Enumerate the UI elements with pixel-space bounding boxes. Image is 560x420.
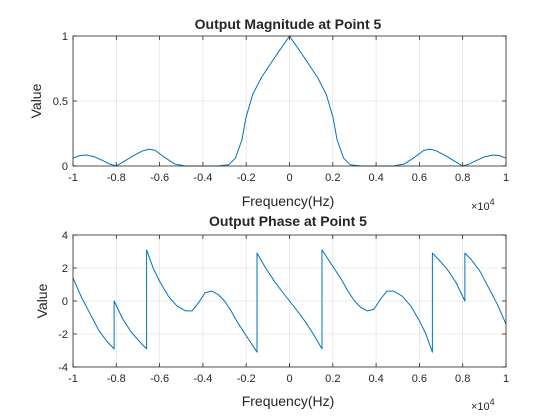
phase-x-tick-label: 0 [286,373,292,385]
magnitude-y-tick-label: 0.5 [53,96,68,108]
phase-x-tick-label: -0.8 [107,373,126,385]
magnitude-x-tick-label: -1 [68,172,78,184]
magnitude-x-tick-label: -0.8 [107,172,126,184]
magnitude-y-axis-label: Value [28,83,44,118]
phase-y-tick-label: 2 [62,263,68,275]
magnitude-x-tick-label: 0.2 [325,172,340,184]
magnitude-y-tick-label: 0 [62,161,68,173]
phase-y-tick-label: 4 [62,230,68,242]
magnitude-x-tick-label: 0 [286,172,292,184]
magnitude-y-tick-label: 1 [62,31,68,43]
magnitude-x-tick-label: 0.4 [368,172,383,184]
phase-x-tick-label: -0.4 [193,373,212,385]
phase-y-tick-label: -2 [58,329,68,341]
phase-x-tick-label: -0.6 [150,373,169,385]
magnitude-x-tick-label: 1 [503,172,509,184]
magnitude-grid [73,36,506,166]
magnitude-title: Output Magnitude at Point 5 [195,16,382,32]
magnitude-x-tick-label: -0.2 [237,172,256,184]
phase-ticks: -1 -0.8 -0.6 -0.4 -0.2 0 0.2 0.4 0.6 0.8 1 -4 -2 0 2 4 [58,230,509,385]
phase-x-tick-label: 0.2 [325,373,340,385]
phase-y-tick-label: -4 [58,362,68,374]
phase-series-line [72,249,507,353]
phase-y-tick-label: 0 [62,296,68,308]
magnitude-x-tick-label: -0.4 [193,172,212,184]
phase-axes: Output Phase at Point 5 -1 -0.8 -0.6 -0.4 -0… [34,213,509,413]
phase-title: Output Phase at Point 5 [209,213,367,229]
phase-x-exponent-power: 4 [490,397,495,407]
phase-x-exponent: ×104 [471,397,495,413]
magnitude-x-exponent-power: 4 [490,197,495,207]
phase-x-tick-label: 0.8 [455,373,470,385]
magnitude-x-tick-label: -0.6 [150,172,169,184]
magnitude-x-tick-label: 0.8 [455,172,470,184]
phase-x-tick-label: 1 [503,373,509,385]
magnitude-x-exponent: ×104 [471,197,495,213]
phase-x-exponent-base: ×10 [471,401,490,413]
phase-x-tick-label: -1 [68,373,78,385]
magnitude-x-exponent-base: ×10 [471,201,490,213]
phase-x-tick-label: -0.2 [237,373,256,385]
magnitude-axes: Output Magnitude at Point 5 -1 -0.8 -0.6 -0… [28,16,509,213]
phase-x-tick-label: 0.6 [412,373,427,385]
phase-x-tick-label: 0.4 [368,373,383,385]
phase-x-axis-label: Frequency(Hz) [242,393,335,409]
magnitude-ticks: -1 -0.8 -0.6 -0.4 -0.2 0 0.2 0.4 0.6 0.8 1 0 0.5 1 [53,31,509,184]
magnitude-x-tick-label: 0.6 [412,172,427,184]
magnitude-x-axis-label: Frequency(Hz) [242,193,335,209]
phase-y-axis-label: Value [34,283,50,318]
